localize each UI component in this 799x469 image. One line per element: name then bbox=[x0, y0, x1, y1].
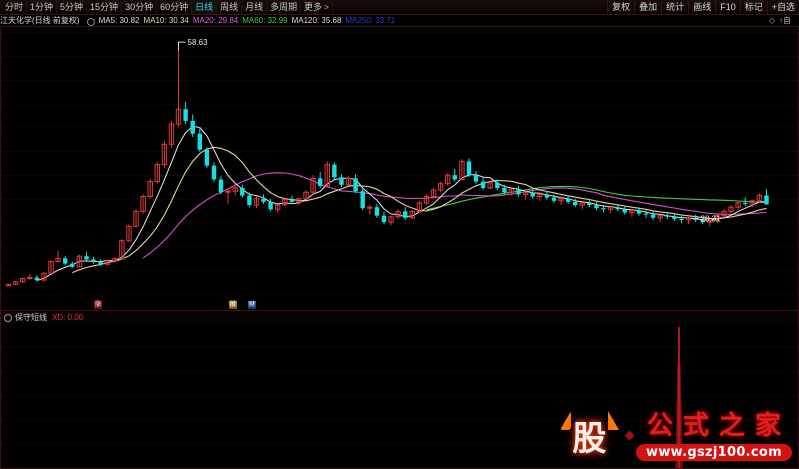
toolbar-button-6[interactable]: +自选 bbox=[766, 0, 799, 14]
chart-gridlines bbox=[1, 32, 798, 295]
toolbar-button-3[interactable]: 画线 bbox=[688, 0, 715, 14]
ma-value-ma120: MA120: 35.68 bbox=[291, 16, 342, 25]
indicator-header: 保守短线 XD: 0.00 bbox=[0, 311, 799, 323]
info-bar-right-marks: ◇ ↑自 bbox=[769, 15, 795, 26]
candlestick-series bbox=[5, 43, 769, 287]
main-candlestick-panel[interactable]: 58.63 28.31 bbox=[0, 26, 799, 311]
ma-value-ma250: MA250: 33.71 bbox=[345, 16, 396, 25]
last-price-annotation: 28.31 bbox=[691, 215, 722, 224]
period-tab-3[interactable]: 15分钟 bbox=[87, 0, 123, 14]
ma-value-ma5: MA5: 30.82 bbox=[98, 16, 140, 25]
svg-text:58.63: 58.63 bbox=[188, 38, 209, 47]
period-tab-10[interactable]: 更多 > bbox=[301, 0, 333, 14]
toolbar-button-1[interactable]: 叠加 bbox=[634, 0, 661, 14]
period-tab-0[interactable]: 分时 bbox=[2, 0, 28, 14]
indicator-title: 保守短线 bbox=[15, 312, 47, 322]
toolbar-button-2[interactable]: 统计 bbox=[661, 0, 688, 14]
watermark: 股 公式之家 www.gszj100.com bbox=[556, 404, 792, 466]
high-price-annotation: 58.63 bbox=[178, 38, 209, 51]
chart-marker-0[interactable]: 涨 bbox=[93, 300, 103, 310]
period-tab-7[interactable]: 周线 bbox=[217, 0, 243, 14]
watermark-text-block: 公式之家 www.gszj100.com bbox=[636, 410, 792, 461]
indicator-chart bbox=[1, 327, 798, 468]
period-tab-5[interactable]: 60分钟 bbox=[157, 0, 193, 14]
bull-horn-right-icon bbox=[607, 411, 619, 430]
svg-text:28.31: 28.31 bbox=[701, 215, 722, 224]
watermark-title: 公式之家 bbox=[647, 410, 792, 441]
quote-info-bar: 江天化学(日线 前复权) MA5: 30.82 MA10: 30.34 MA20: … bbox=[0, 15, 799, 26]
add-favorite-mark[interactable]: ↑自 bbox=[779, 16, 791, 25]
watermark-logo-text: 股 bbox=[572, 418, 607, 459]
symbol-label: 江天化学(日线 前复权) bbox=[0, 16, 80, 25]
period-tab-1[interactable]: 1分钟 bbox=[27, 0, 58, 14]
bull-logo-icon: 股 bbox=[556, 407, 623, 463]
toolbar-right-buttons: 复权 叠加 统计 画线 F10 标记 +自选 bbox=[607, 0, 799, 14]
toolbar-button-5[interactable]: 标记 bbox=[739, 0, 767, 14]
moving-average-lines bbox=[36, 125, 767, 281]
watermark-url: www.gszj100.com bbox=[636, 443, 792, 461]
candlestick-chart: 58.63 28.31 bbox=[1, 32, 798, 295]
ma-value-ma10: MA10: 30.34 bbox=[143, 16, 189, 25]
ma-value-ma60: MA60: 32.99 bbox=[242, 16, 288, 25]
toolbar-button-4[interactable]: F10 bbox=[715, 0, 740, 14]
gear-icon[interactable] bbox=[86, 17, 95, 26]
diamond-icon[interactable]: ◇ bbox=[768, 16, 775, 25]
period-tab-6[interactable]: 日线 bbox=[192, 0, 218, 14]
period-tabs: 分时 1分钟 5分钟 15分钟 30分钟 60分钟 日线 周线 月线 多周期 更多 > bbox=[0, 0, 333, 14]
watermark-separator bbox=[623, 407, 636, 463]
period-tab-2[interactable]: 5分钟 bbox=[57, 0, 88, 14]
chevron-right-icon[interactable]: > bbox=[324, 2, 329, 12]
bull-horn-left-icon bbox=[560, 411, 571, 430]
period-tab-9[interactable]: 多周期 bbox=[267, 0, 302, 14]
toolbar-button-0[interactable]: 复权 bbox=[607, 0, 634, 14]
indicator-gear-icon[interactable] bbox=[4, 314, 12, 322]
indicator-value: XD: 0.00 bbox=[52, 312, 84, 322]
period-tab-4[interactable]: 30分钟 bbox=[122, 0, 158, 14]
chart-marker-2[interactable]: 财 bbox=[247, 300, 257, 310]
ma-value-list: MA5: 30.82 MA10: 30.34 MA20: 29.84 MA60: 32… bbox=[99, 15, 400, 26]
ma-value-ma20: MA20: 29.84 bbox=[192, 16, 239, 25]
top-toolbar: 分时 1分钟 5分钟 15分钟 30分钟 60分钟 日线 周线 月线 多周期 更多 > 复权 叠加 统计画… bbox=[0, 0, 799, 15]
period-tab-8[interactable]: 月线 bbox=[242, 0, 268, 14]
chart-marker-1[interactable]: 股 bbox=[228, 300, 238, 310]
